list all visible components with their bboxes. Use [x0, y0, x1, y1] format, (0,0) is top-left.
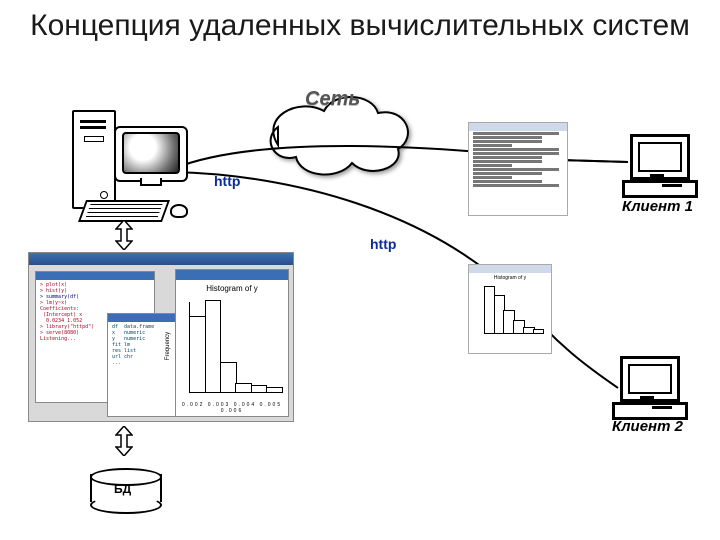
server-mouse-icon	[170, 204, 188, 218]
server-monitor-icon	[114, 126, 184, 186]
http-label-2: http	[370, 236, 396, 252]
server-app-screenshot: > plot(x)> hist(y)> summary(df)> lm(y~x)…	[28, 252, 294, 422]
client1-screenshot	[468, 122, 568, 216]
double-arrow-icon	[115, 426, 133, 456]
histogram-window: Histogram of y 0.002 0.003 0.004 0.005 0…	[175, 269, 289, 417]
network-label: Сеть	[305, 88, 360, 111]
slide-title: Концепция удаленных вычислительных систе…	[0, 8, 720, 44]
client1-label: Клиент 1	[622, 198, 693, 215]
server-keyboard-icon	[78, 200, 170, 222]
diagram-stage: Концепция удаленных вычислительных систе…	[0, 0, 720, 540]
server-tower-icon	[72, 110, 116, 209]
client2-screenshot: Histogram of y	[468, 264, 552, 354]
object-browser: df data.framex numericy numericfit lmres…	[107, 313, 185, 417]
client2-label: Клиент 2	[612, 418, 683, 435]
client1-pc-icon	[622, 134, 692, 194]
client2-pc-icon	[612, 356, 682, 416]
double-arrow-icon	[115, 220, 133, 250]
database-label: БД	[114, 482, 182, 522]
http-label-1: http	[214, 173, 240, 189]
